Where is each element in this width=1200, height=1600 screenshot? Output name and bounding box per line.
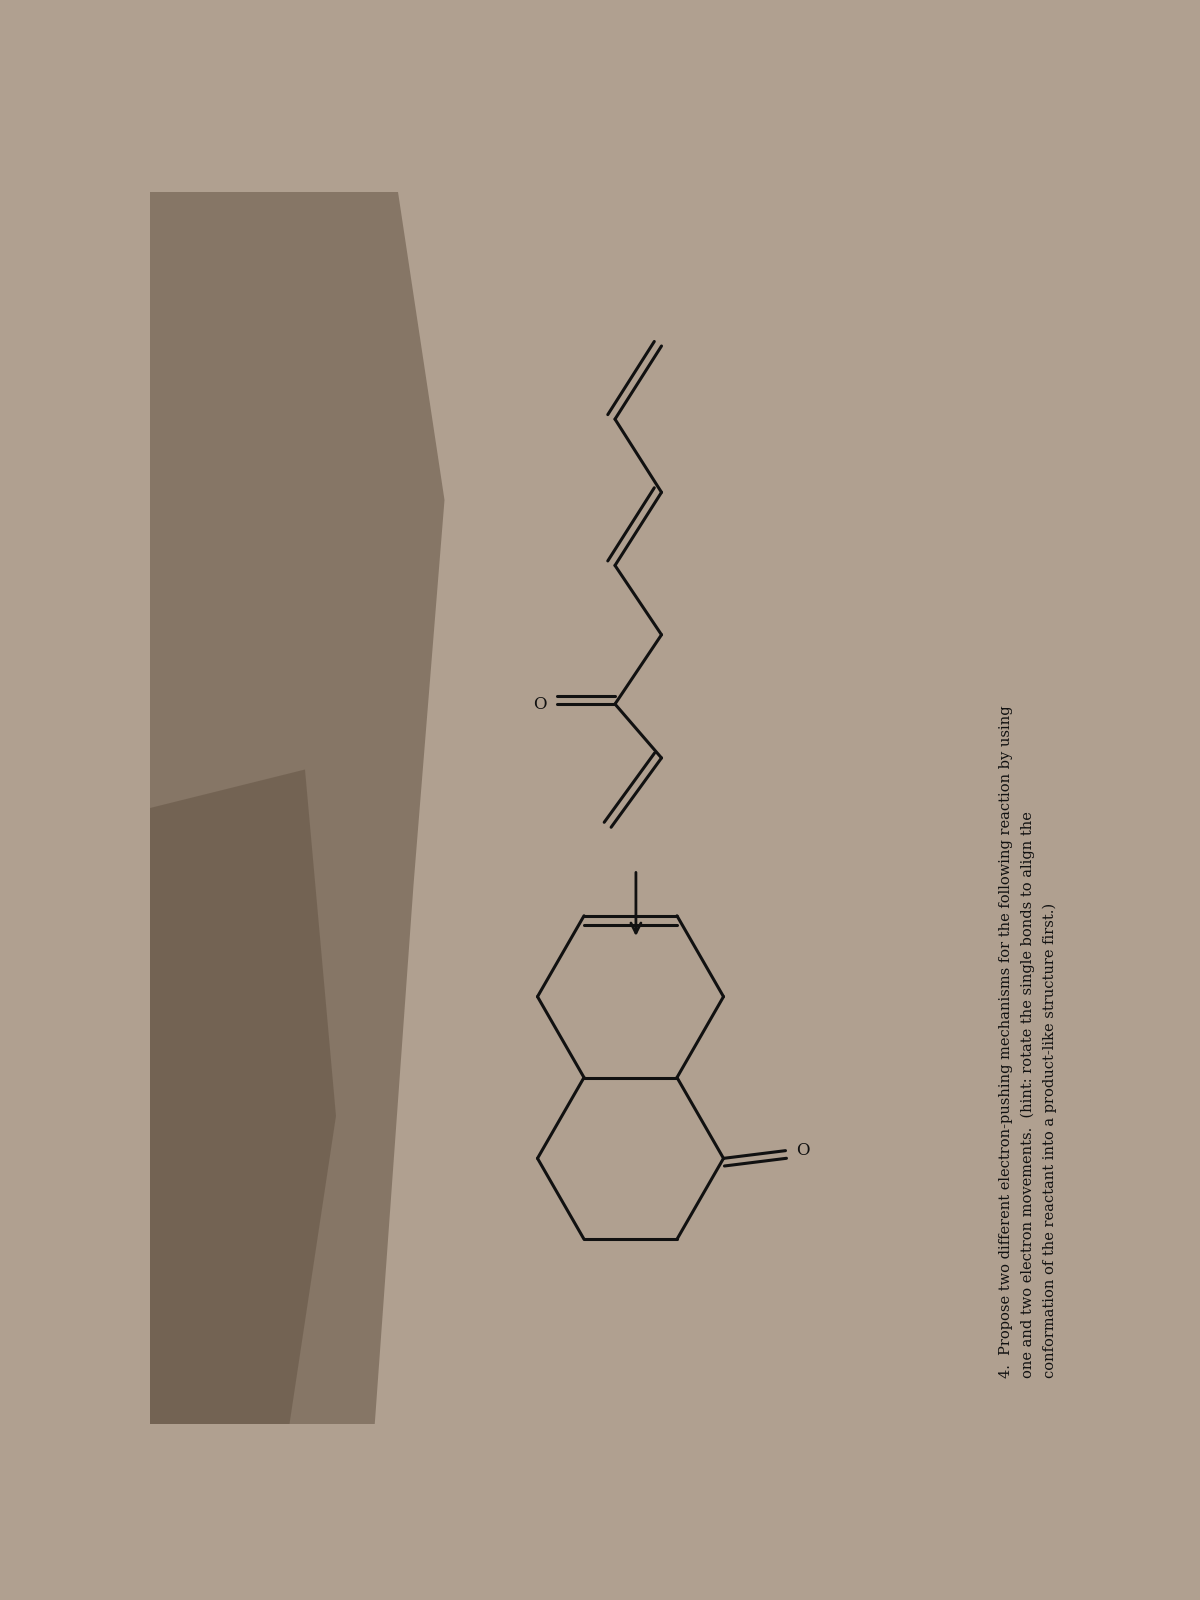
Polygon shape bbox=[150, 192, 444, 1424]
Text: O: O bbox=[796, 1142, 809, 1158]
Polygon shape bbox=[150, 770, 336, 1424]
Text: O: O bbox=[533, 696, 546, 712]
Text: 4.  Propose two different electron-pushing mechanisms for the following reaction: 4. Propose two different electron-pushin… bbox=[1000, 706, 1057, 1378]
